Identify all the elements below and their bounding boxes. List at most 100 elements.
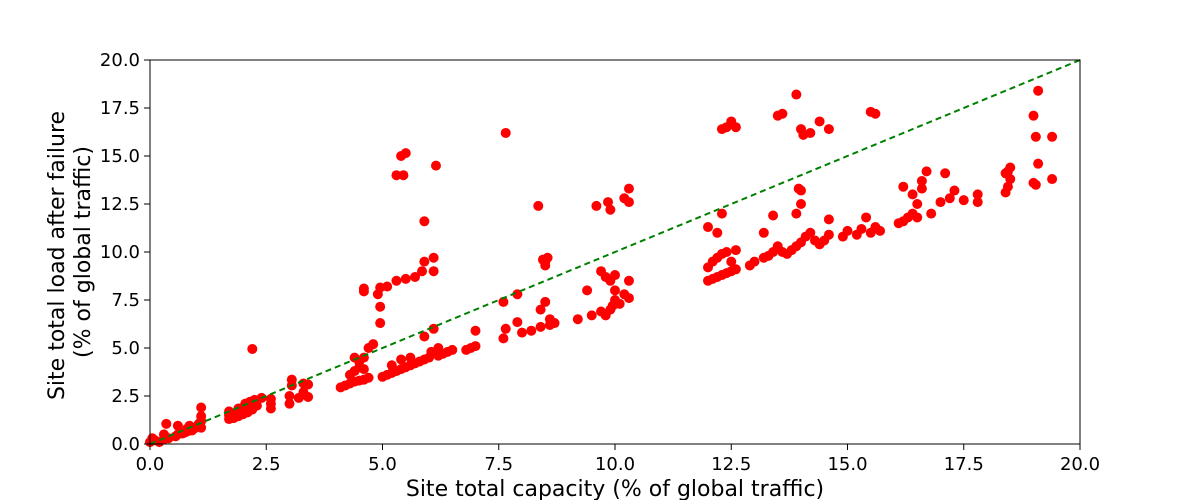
data-point [972, 189, 983, 200]
data-point [396, 354, 407, 365]
data-point [1030, 131, 1041, 142]
data-point [400, 148, 411, 159]
data-point [875, 225, 886, 236]
data-point [391, 275, 402, 286]
data-point [730, 122, 741, 133]
x-tick-label: 12.5 [711, 454, 751, 475]
data-point [614, 298, 625, 309]
data-point [542, 252, 553, 263]
data-point [363, 372, 374, 383]
data-point [1030, 179, 1041, 190]
data-point [549, 318, 560, 329]
data-point [582, 285, 593, 296]
data-point [730, 245, 741, 256]
data-point [791, 89, 802, 100]
data-point [1028, 110, 1039, 121]
data-point [940, 168, 951, 179]
x-axis-ticks: 0.0 2.5 5.0 7.5 10.0 12.5 15.0 17.5 20.0 [136, 444, 1100, 475]
data-point [500, 127, 511, 138]
data-point [912, 212, 923, 223]
data-point [1047, 174, 1058, 185]
data-point [430, 160, 441, 171]
data-point [382, 281, 393, 292]
data-point [972, 197, 983, 208]
data-point [791, 208, 802, 219]
data-point [805, 227, 816, 238]
y-tick-label: 10.0 [100, 242, 140, 263]
data-point [749, 256, 760, 267]
y-tick-label: 7.5 [111, 290, 140, 311]
data-point [726, 256, 737, 267]
data-point [623, 197, 634, 208]
data-point [935, 197, 946, 208]
data-point [605, 204, 616, 215]
data-point [512, 317, 523, 328]
data-point [921, 166, 932, 177]
data-point [498, 296, 509, 307]
data-point [907, 189, 918, 200]
data-point [610, 270, 620, 281]
data-point [284, 398, 295, 409]
data-point [500, 323, 511, 334]
data-point [419, 331, 430, 342]
x-tick-label: 5.0 [368, 454, 397, 475]
data-point [358, 283, 369, 294]
data-point [265, 393, 276, 404]
data-point [805, 127, 816, 138]
data-point [623, 183, 634, 194]
data-point [916, 175, 927, 186]
data-point [1033, 158, 1044, 169]
data-point [419, 256, 430, 267]
data-point [796, 185, 806, 196]
y-tick-label: 0.0 [111, 434, 140, 455]
data-point [405, 352, 416, 363]
data-point [391, 170, 402, 181]
data-point [730, 264, 741, 275]
x-tick-label: 2.5 [252, 454, 281, 475]
data-point [861, 212, 872, 223]
data-point [623, 275, 634, 286]
data-points [145, 85, 1058, 448]
data-point [926, 208, 937, 219]
data-point [944, 193, 955, 204]
data-point [912, 199, 923, 209]
data-point [1047, 131, 1058, 142]
data-point [535, 304, 546, 315]
data-point [870, 108, 881, 119]
data-point [410, 271, 421, 282]
data-point [358, 364, 369, 375]
x-tick-label: 15.0 [827, 454, 867, 475]
data-point [540, 260, 551, 271]
data-point [768, 210, 779, 221]
data-point [428, 323, 439, 334]
data-point [172, 420, 183, 431]
data-point [1002, 166, 1013, 177]
y-axis-label: Site total load after failure (% of glob… [45, 104, 96, 400]
y-axis-ticks: 0.0 2.5 5.0 7.5 10.0 12.5 15.0 17.5 20.0 [100, 50, 150, 455]
data-point [512, 289, 523, 300]
data-point [540, 296, 551, 307]
data-point [533, 200, 544, 211]
data-point [623, 293, 634, 304]
data-point [916, 183, 927, 194]
data-point [375, 301, 386, 312]
data-point [1002, 181, 1013, 192]
data-point [433, 343, 444, 353]
data-point [898, 181, 909, 192]
data-point [286, 374, 297, 385]
data-point [470, 341, 481, 352]
y-tick-label: 15.0 [100, 146, 140, 167]
data-point [196, 411, 207, 422]
data-point [498, 333, 509, 344]
data-point [349, 352, 360, 363]
y-tick-label: 5.0 [111, 338, 140, 359]
data-point [703, 222, 713, 233]
data-point [823, 229, 834, 240]
x-tick-label: 0.0 [136, 454, 165, 475]
data-point [417, 266, 428, 277]
data-point [716, 208, 727, 219]
data-point [777, 108, 788, 119]
y-axis-label-line-2: (% of global traffic) [71, 146, 96, 358]
x-tick-label: 7.5 [484, 454, 513, 475]
